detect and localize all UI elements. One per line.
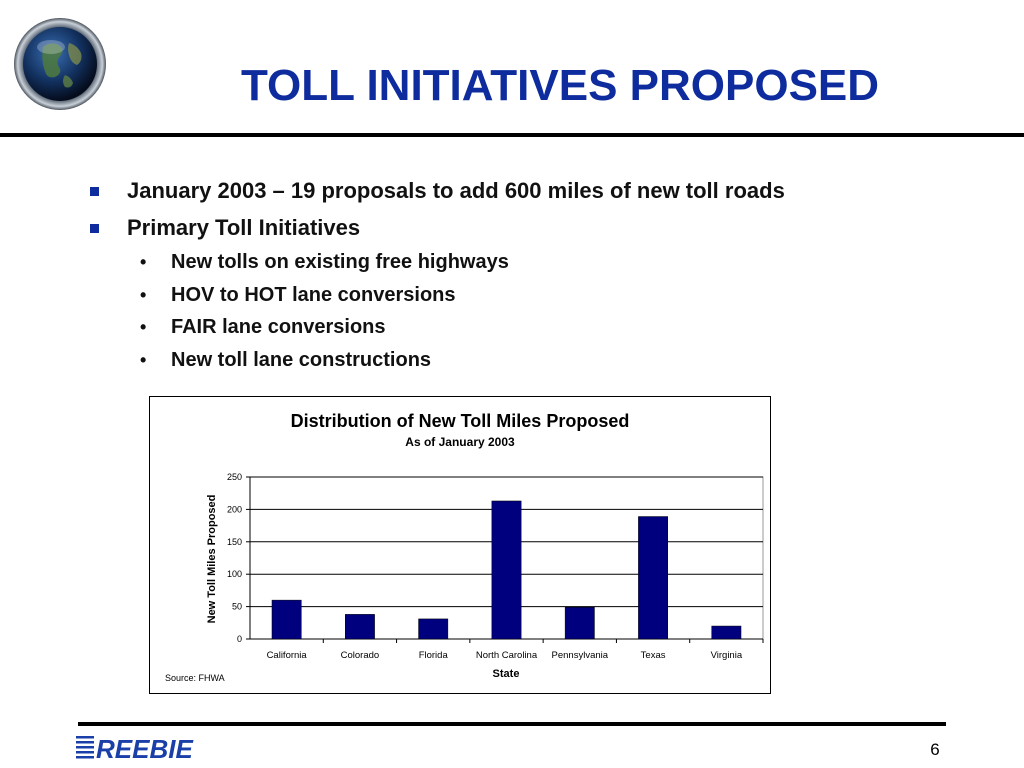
bullet-text: Primary Toll Initiatives	[127, 215, 361, 240]
page-number: 6	[930, 740, 940, 759]
y-tick-label: 250	[227, 472, 242, 482]
bar	[638, 516, 668, 640]
sub-bullet-item: • New tolls on existing free highways	[140, 251, 509, 274]
square-bullet-icon	[90, 186, 99, 196]
sub-bullet-text: New tolls on existing free highways	[171, 251, 509, 273]
bullet-item: January 2003 – 19 proposals to add 600 m…	[88, 178, 785, 204]
title-divider	[0, 133, 1024, 137]
sub-bullet-text: New toll lane constructions	[171, 349, 432, 371]
y-tick-label: 100	[227, 569, 242, 579]
dot-bullet-icon: •	[140, 350, 147, 370]
bar	[271, 599, 302, 640]
x-tick-label: Colorado	[341, 650, 380, 661]
bar	[491, 500, 522, 640]
chart-title: Distribution of New Toll Miles Proposed	[291, 411, 630, 431]
footer-divider	[78, 722, 946, 726]
y-tick-label: 150	[227, 537, 242, 547]
logo-text: REEBIE	[96, 734, 193, 761]
square-bullet-icon	[90, 223, 99, 233]
x-tick-label: Virginia	[711, 650, 743, 661]
reebie-logo: REEBIE	[76, 734, 193, 761]
x-axis-label: State	[493, 668, 520, 680]
y-tick-label: 200	[227, 504, 242, 514]
bar	[711, 625, 742, 640]
y-tick-label: 50	[232, 602, 242, 612]
x-tick-label: North Carolina	[476, 650, 538, 661]
x-tick-label: Pennsylvania	[552, 650, 609, 661]
sub-bullet-text: HOV to HOT lane conversions	[171, 284, 456, 306]
dot-bullet-icon: •	[140, 252, 147, 272]
dot-bullet-icon: •	[140, 285, 147, 305]
x-tick-label: California	[267, 650, 308, 661]
x-tick-label: Texas	[641, 650, 666, 661]
sub-bullet-item: • FAIR lane conversions	[140, 316, 386, 339]
x-tick-label: Florida	[419, 650, 449, 661]
bar-chart: Distribution of New Toll Miles Proposed …	[165, 411, 764, 683]
y-axis-label: New Toll Miles Proposed	[206, 495, 218, 624]
chart-container: Distribution of New Toll Miles Proposed …	[149, 396, 771, 694]
bullet-text: January 2003 – 19 proposals to add 600 m…	[127, 178, 785, 203]
bullet-list: January 2003 – 19 proposals to add 600 m…	[88, 178, 785, 372]
bar	[345, 614, 375, 640]
chart-source: Source: FHWA	[165, 673, 225, 683]
slide-title: TOLL INITIATIVES PROPOSED	[240, 61, 880, 110]
chart-subtitle: As of January 2003	[405, 435, 515, 449]
sub-bullet-item: • HOV to HOT lane conversions	[140, 284, 456, 307]
bar	[418, 618, 449, 640]
sub-bullet-item: • New toll lane constructions	[140, 349, 431, 372]
sub-bullet-text: FAIR lane conversions	[171, 316, 386, 338]
bullet-item: Primary Toll Initiatives	[88, 215, 360, 241]
bar	[564, 606, 595, 640]
globe-icon	[14, 18, 106, 110]
y-tick-label: 0	[237, 634, 242, 644]
dot-bullet-icon: •	[140, 317, 147, 337]
